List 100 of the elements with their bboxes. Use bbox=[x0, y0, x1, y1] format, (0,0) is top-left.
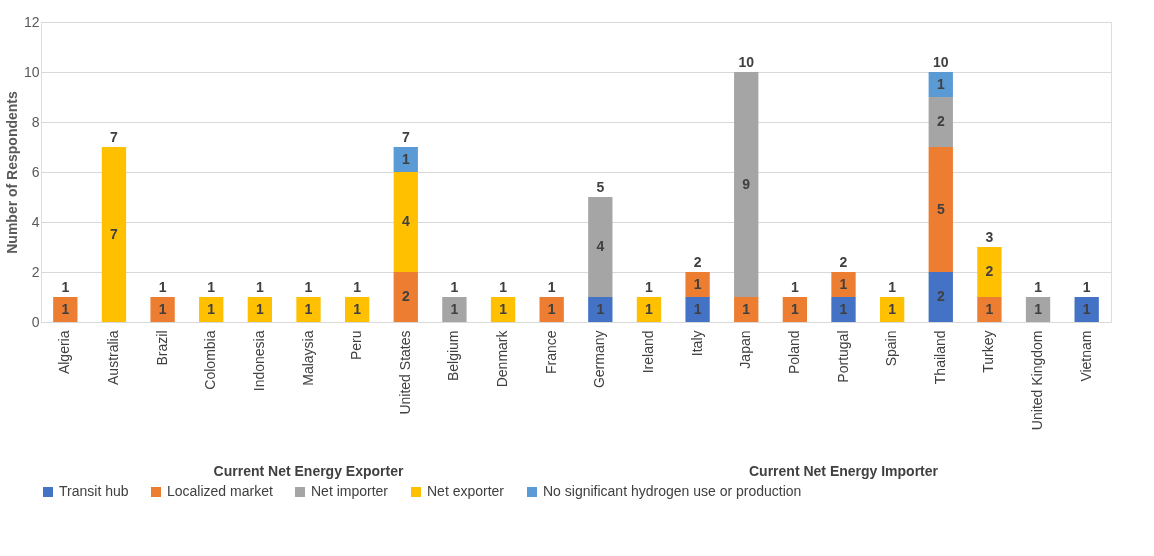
bar bbox=[442, 297, 467, 322]
x-tick-label: Belgium bbox=[445, 330, 462, 382]
text: Current Net Energy Importer bbox=[748, 463, 939, 479]
bar bbox=[199, 297, 224, 322]
legend-label: No significant hydrogen use or production bbox=[543, 483, 802, 499]
data-label: 4 bbox=[596, 238, 605, 254]
data-label: 7 bbox=[110, 225, 119, 242]
data-label: 1 bbox=[61, 300, 70, 317]
data-label: 1 bbox=[936, 75, 945, 92]
x-tick-label: Poland bbox=[785, 330, 802, 375]
bar bbox=[928, 147, 953, 272]
x-tick-label: Japan bbox=[737, 330, 754, 369]
bar bbox=[296, 297, 321, 322]
x-tick-label: United Kingdom bbox=[1029, 330, 1046, 431]
data-label: 2 bbox=[985, 263, 994, 279]
x-tick-label: Algeria bbox=[56, 330, 73, 375]
y-tick-label: 8 bbox=[31, 113, 40, 130]
x-tick-label: Ireland bbox=[639, 330, 656, 374]
bar bbox=[344, 297, 370, 322]
x-tick-label: Peru bbox=[348, 330, 365, 361]
text: Current Net Energy Exporter bbox=[213, 463, 404, 479]
total-label: 10 bbox=[738, 54, 755, 70]
data-label: 1 bbox=[693, 300, 702, 317]
bar bbox=[831, 272, 856, 297]
x-tick-label: France bbox=[542, 330, 559, 375]
bar bbox=[588, 297, 613, 322]
y-tick-label: 4 bbox=[31, 213, 40, 230]
x-tick-label: Turkey bbox=[980, 330, 997, 373]
total-label: 1 bbox=[547, 279, 556, 295]
legend-label: Localized market bbox=[167, 483, 273, 499]
data-label: 1 bbox=[790, 300, 799, 317]
y-tick-label: 12 bbox=[23, 13, 40, 30]
total-label: 1 bbox=[207, 279, 216, 295]
total-label: 7 bbox=[401, 129, 410, 145]
total-label: 10 bbox=[932, 54, 949, 70]
data-label: 1 bbox=[401, 150, 410, 167]
data-label: 4 bbox=[401, 213, 410, 229]
total-label: 1 bbox=[61, 279, 70, 295]
data-label: 1 bbox=[207, 300, 216, 317]
data-label: 1 bbox=[839, 275, 848, 292]
data-label: 1 bbox=[450, 300, 459, 317]
data-label: 1 bbox=[547, 300, 556, 317]
y-tick-label: 10 bbox=[23, 63, 40, 80]
total-label: 3 bbox=[985, 229, 994, 245]
data-label: 1 bbox=[645, 300, 654, 317]
data-label: 1 bbox=[1082, 300, 1091, 317]
data-label: 1 bbox=[304, 300, 313, 317]
x-tick-label: Indonesia bbox=[250, 330, 267, 392]
total-label: 5 bbox=[596, 179, 605, 195]
total-label: 1 bbox=[450, 279, 459, 295]
bar bbox=[150, 297, 175, 322]
data-label: 1 bbox=[596, 300, 605, 317]
total-label: 1 bbox=[304, 279, 313, 295]
data-label: 1 bbox=[742, 300, 751, 317]
bar bbox=[879, 297, 905, 322]
y-tick-label: 0 bbox=[31, 313, 40, 330]
data-label: 5 bbox=[936, 200, 945, 217]
data-label: 1 bbox=[158, 300, 167, 317]
data-label: 1 bbox=[839, 300, 848, 317]
data-label: 1 bbox=[1034, 300, 1043, 317]
total-label: 1 bbox=[499, 279, 508, 295]
data-label: 1 bbox=[693, 275, 702, 292]
total-label: 1 bbox=[158, 279, 167, 295]
x-tick-label: Colombia bbox=[202, 330, 219, 390]
bar bbox=[734, 72, 759, 297]
bar bbox=[928, 72, 953, 97]
bar bbox=[588, 197, 613, 297]
bar bbox=[539, 297, 564, 322]
bar bbox=[636, 297, 662, 322]
total-label: 1 bbox=[790, 279, 799, 295]
total-label: 1 bbox=[888, 279, 897, 295]
x-tick-label: Portugal bbox=[834, 330, 851, 383]
bar bbox=[685, 272, 710, 297]
total-label: 1 bbox=[255, 279, 264, 295]
x-tick-label: Germany bbox=[591, 330, 608, 389]
data-label: 1 bbox=[255, 300, 264, 317]
legend-label: Net exporter bbox=[427, 483, 505, 499]
bar bbox=[734, 297, 759, 322]
x-tick-label: Denmark bbox=[494, 329, 511, 388]
bar bbox=[928, 97, 953, 147]
bar bbox=[1025, 297, 1051, 322]
total-label: 1 bbox=[645, 279, 654, 295]
x-tick-label: Thailand bbox=[931, 330, 948, 385]
bar bbox=[393, 172, 418, 272]
x-tick-label: Italy bbox=[688, 330, 705, 357]
total-label: 7 bbox=[110, 129, 119, 145]
bar bbox=[1074, 297, 1099, 322]
legend-label: Transit hub bbox=[59, 483, 129, 499]
bar bbox=[831, 297, 856, 322]
x-tick-label: Malaysia bbox=[299, 330, 316, 386]
x-tick-label: Vietnam bbox=[1077, 330, 1094, 382]
bar bbox=[53, 297, 78, 322]
bar bbox=[977, 297, 1002, 322]
data-label: 1 bbox=[985, 300, 994, 317]
bar bbox=[490, 297, 516, 322]
data-label: 1 bbox=[499, 300, 508, 317]
bar bbox=[782, 297, 808, 322]
data-label: 2 bbox=[936, 288, 945, 304]
total-label: 2 bbox=[693, 254, 702, 270]
data-label: 2 bbox=[936, 113, 945, 129]
